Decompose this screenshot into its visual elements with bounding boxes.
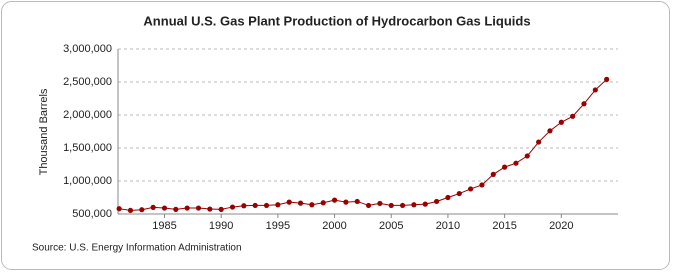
marker bbox=[229, 204, 236, 210]
marker bbox=[286, 199, 292, 205]
x-tick-label: 2005 bbox=[379, 220, 403, 232]
x-tick-label: 2020 bbox=[549, 220, 573, 232]
x-tick-label: 2010 bbox=[436, 220, 460, 232]
marker bbox=[150, 204, 156, 210]
marker bbox=[309, 202, 315, 208]
marker bbox=[184, 205, 190, 211]
marker bbox=[173, 206, 179, 212]
marker bbox=[513, 160, 519, 166]
marker bbox=[592, 87, 598, 93]
marker bbox=[536, 139, 542, 145]
marker bbox=[331, 197, 338, 203]
marker bbox=[354, 198, 360, 205]
marker bbox=[422, 201, 428, 207]
marker bbox=[502, 164, 508, 170]
marker bbox=[320, 200, 326, 206]
marker bbox=[479, 182, 485, 188]
marker bbox=[570, 113, 576, 119]
marker bbox=[365, 202, 372, 209]
marker bbox=[581, 101, 587, 107]
y-tick-label: 3,000,000 bbox=[63, 43, 112, 55]
source: Source: U.S. Energy Information Administ… bbox=[32, 243, 242, 254]
marker bbox=[116, 206, 122, 212]
marker bbox=[490, 171, 496, 177]
x-tick-label: 2015 bbox=[492, 220, 516, 232]
marker bbox=[207, 206, 213, 212]
marker bbox=[252, 202, 258, 209]
y-axis-label: Thousand Barrels bbox=[38, 88, 50, 175]
marker bbox=[433, 198, 440, 205]
y-tick-label: 1,500,000 bbox=[63, 142, 112, 154]
x-tick-label: 1990 bbox=[209, 220, 233, 232]
marker bbox=[195, 205, 202, 211]
marker bbox=[297, 200, 304, 206]
marker bbox=[377, 200, 383, 207]
x-tick-label: 1985 bbox=[152, 220, 176, 232]
y-tick-label: 2,000,000 bbox=[63, 109, 112, 121]
marker bbox=[411, 202, 417, 208]
marker bbox=[127, 207, 134, 213]
marker bbox=[275, 202, 281, 208]
marker bbox=[468, 186, 474, 192]
y-tick-label: 1,000,000 bbox=[63, 175, 112, 187]
marker bbox=[456, 190, 462, 197]
marker bbox=[139, 207, 145, 213]
marker bbox=[388, 202, 394, 209]
x-tick-label: 1995 bbox=[266, 220, 290, 232]
marker bbox=[445, 194, 451, 201]
marker bbox=[343, 199, 349, 205]
frame bbox=[1, 1, 670, 270]
marker bbox=[399, 202, 406, 209]
marker bbox=[604, 76, 610, 82]
marker bbox=[218, 206, 224, 212]
marker bbox=[263, 202, 270, 209]
marker bbox=[547, 128, 553, 134]
marker bbox=[524, 153, 530, 159]
y-tick-label: 2,500,000 bbox=[63, 76, 112, 88]
marker bbox=[558, 119, 564, 125]
x-tick-label: 2000 bbox=[322, 220, 346, 232]
marker bbox=[241, 203, 247, 209]
y-tick-label: 500,000 bbox=[72, 208, 112, 220]
marker bbox=[161, 205, 168, 211]
chart-title: Annual U.S. Gas Plant Production of Hydr… bbox=[143, 13, 530, 28]
